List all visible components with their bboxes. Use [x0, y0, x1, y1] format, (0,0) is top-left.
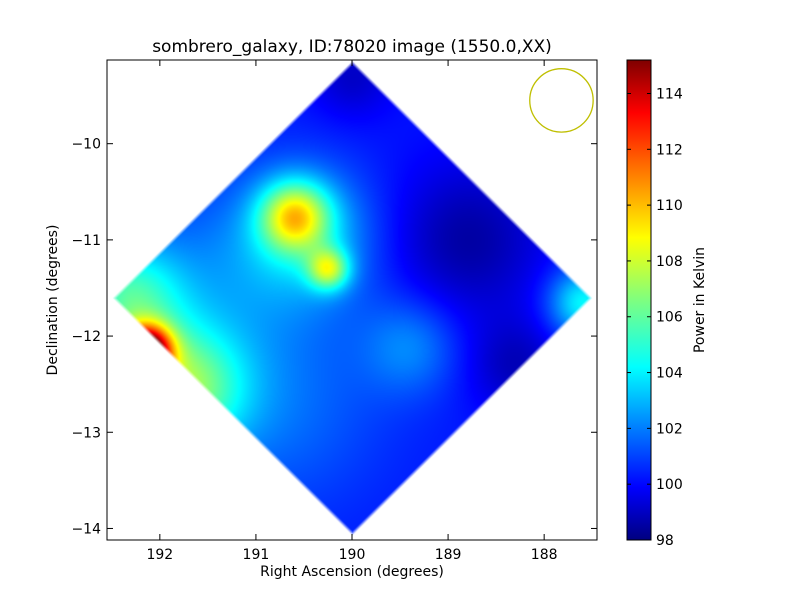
- x-tick-label-1: 191: [243, 547, 270, 563]
- colorbar-ticks: 98 100 102 104 106 108 110 112 114: [627, 86, 683, 549]
- colorbar-tick-label-1: 100: [656, 477, 683, 493]
- chart-title: sombrero_galaxy, ID:78020 image (1550.0,…: [152, 37, 552, 57]
- colorbar-tick-label-3: 104: [656, 366, 683, 382]
- y-tick-label-2: −12: [71, 329, 101, 345]
- colorbar-gradient: [627, 60, 651, 540]
- x-tick-label-2: 190: [339, 547, 366, 563]
- y-tick-label-4: −14: [71, 521, 101, 537]
- colorbar-tick-label-6: 110: [656, 198, 683, 214]
- x-ticks: 192 191 190 189 188: [146, 60, 558, 563]
- colorbar: 98 100 102 104 106 108 110 112 114 Power in Kelv…: [626, 59, 708, 549]
- y-axis-label: Declination (degrees): [45, 225, 61, 376]
- plot-area: 192 191 190 189 188 −10 −11 −12 −13 −14: [71, 59, 598, 563]
- colorbar-tick-label-2: 102: [656, 421, 683, 437]
- colorbar-tick-label-8: 114: [656, 86, 683, 102]
- x-axis-label: Right Ascension (degrees): [260, 564, 444, 580]
- colorbar-tick-label-7: 112: [656, 142, 683, 158]
- colorbar-tick-label-4: 106: [656, 310, 683, 326]
- plot-frame: [106, 59, 598, 541]
- colorbar-tick-label-0: 98: [656, 533, 674, 549]
- beam-circle: [529, 68, 594, 133]
- colorbar-tick-label-5: 108: [656, 254, 683, 270]
- heatmap-image: [107, 60, 597, 540]
- y-tick-label-3: −13: [71, 425, 101, 441]
- colorbar-label: Power in Kelvin: [692, 247, 708, 353]
- x-tick-label-3: 189: [435, 547, 462, 563]
- y-ticks: −10 −11 −12 −13 −14: [71, 137, 597, 537]
- colorbar-frame: [626, 59, 652, 541]
- x-tick-label-0: 192: [146, 547, 173, 563]
- y-tick-label-1: −11: [71, 233, 101, 249]
- x-tick-label-4: 188: [531, 547, 558, 563]
- y-tick-label-0: −10: [71, 137, 101, 153]
